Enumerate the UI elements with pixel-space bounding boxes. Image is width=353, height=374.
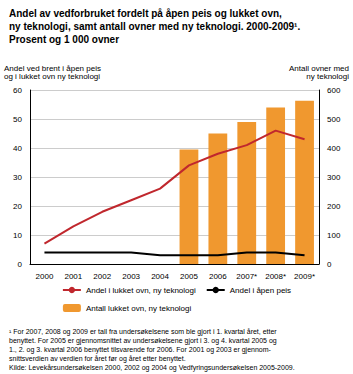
svg-text:300: 300 (327, 173, 341, 182)
svg-text:Andel i åpen peis: Andel i åpen peis (230, 286, 291, 295)
svg-text:2000: 2000 (36, 272, 54, 281)
svg-text:2005: 2005 (180, 272, 198, 281)
svg-text:2006: 2006 (209, 272, 227, 281)
svg-text:og i lukket ovn ny teknologi: og i lukket ovn ny teknologi (4, 72, 100, 81)
svg-text:0: 0 (18, 260, 23, 269)
svg-text:200: 200 (327, 202, 341, 211)
svg-text:Kilde: Levekårsundersøkelsen 2: Kilde: Levekårsundersøkelsen 2000, 2002 … (9, 364, 295, 372)
svg-text:2009*: 2009* (294, 272, 315, 281)
svg-text:2001: 2001 (64, 272, 82, 281)
svg-text:20: 20 (13, 202, 22, 211)
svg-text:0: 0 (327, 260, 332, 269)
svg-text:ny teknologi, samt antall ovne: ny teknologi, samt antall ovner med ny t… (9, 21, 300, 32)
svg-text:2008*: 2008* (265, 272, 286, 281)
svg-text:Andel av vedforbruket fordelt: Andel av vedforbruket fordelt på åpen pe… (9, 8, 282, 19)
svg-text:1., 2. og 3. kvartal 2006 beny: 1., 2. og 3. kvartal 2006 benyttet tilsv… (9, 346, 272, 354)
svg-text:¹ For 2007, 2008 og 2009 er ta: ¹ For 2007, 2008 og 2009 er tall fra und… (9, 328, 277, 336)
svg-text:benyttet. For 2005 er gjennoms: benyttet. For 2005 er gjennomsnittet av … (9, 337, 277, 345)
svg-text:30: 30 (13, 173, 22, 182)
svg-text:Andel ved brent i åpen peis: Andel ved brent i åpen peis (4, 63, 101, 73)
svg-text:40: 40 (13, 144, 22, 153)
svg-text:Antall lukket ovn, ny teknolog: Antall lukket ovn, ny teknologi (86, 304, 192, 313)
svg-text:Antall ovner med: Antall ovner med (289, 63, 349, 73)
svg-text:2003: 2003 (122, 272, 140, 281)
svg-text:Prosent og 1 000 ovner: Prosent og 1 000 ovner (9, 34, 119, 45)
svg-text:2004: 2004 (151, 272, 169, 281)
svg-text:snittsverdien av verdien for å: snittsverdien av verdien for året før og… (9, 355, 186, 363)
svg-text:400: 400 (327, 144, 341, 153)
svg-text:2007*: 2007* (236, 272, 257, 281)
svg-text:ny teknologi: ny teknologi (306, 72, 349, 81)
svg-text:100: 100 (327, 231, 341, 240)
svg-text:60: 60 (13, 86, 22, 95)
svg-text:10: 10 (13, 231, 22, 240)
svg-text:50: 50 (13, 115, 22, 124)
svg-text:2002: 2002 (93, 272, 111, 281)
svg-text:600: 600 (327, 86, 341, 95)
svg-text:Andel i lukket ovn, ny teknolo: Andel i lukket ovn, ny teknologi (86, 286, 196, 295)
svg-text:500: 500 (327, 115, 341, 124)
